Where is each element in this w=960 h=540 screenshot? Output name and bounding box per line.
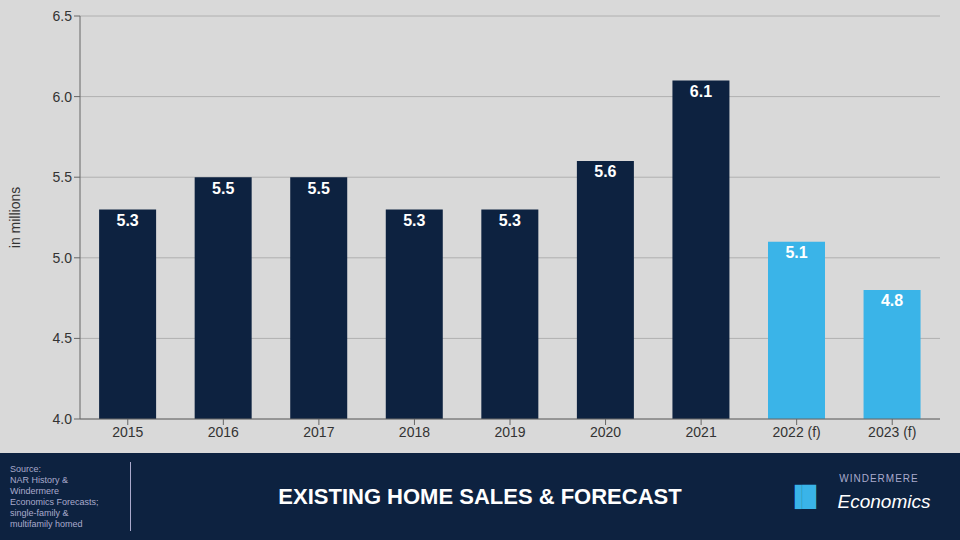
svg-text:5.3: 5.3 bbox=[116, 212, 138, 229]
svg-text:2020: 2020 bbox=[590, 424, 621, 440]
html-text:Economics: Economics bbox=[837, 491, 931, 512]
svg-text:4.8: 4.8 bbox=[881, 292, 903, 309]
svg-text:5.6: 5.6 bbox=[594, 163, 616, 180]
svg-text:6.1: 6.1 bbox=[690, 83, 712, 100]
html-text:WINDERMERE: WINDERMERE bbox=[839, 473, 919, 484]
svg-text:2022 (f): 2022 (f) bbox=[773, 424, 821, 440]
svg-text:6.5: 6.5 bbox=[53, 8, 73, 24]
svg-text:5.1: 5.1 bbox=[785, 244, 807, 261]
svg-text:5.5: 5.5 bbox=[212, 180, 234, 197]
svg-text:2018: 2018 bbox=[399, 424, 430, 440]
svg-text:2015: 2015 bbox=[112, 424, 143, 440]
svg-text:4.0: 4.0 bbox=[53, 411, 73, 427]
svg-text:5.5: 5.5 bbox=[308, 180, 330, 197]
svg-text:in millions: in millions bbox=[8, 187, 23, 248]
svg-text:5.3: 5.3 bbox=[403, 212, 425, 229]
svg-text:2019: 2019 bbox=[494, 424, 525, 440]
html-text:EXISTING HOME SALES & FORECAST: EXISTING HOME SALES & FORECAST bbox=[278, 483, 682, 509]
svg-text:4.5: 4.5 bbox=[53, 330, 73, 346]
svg-text:2017: 2017 bbox=[303, 424, 334, 440]
svg-text:5.5: 5.5 bbox=[53, 169, 73, 185]
svg-text:2016: 2016 bbox=[208, 424, 239, 440]
svg-text:2021: 2021 bbox=[686, 424, 717, 440]
svg-text:6.0: 6.0 bbox=[53, 89, 73, 105]
html-text:Source: NAR History & Winderme: Source: NAR History & Windermere Economi… bbox=[10, 463, 99, 529]
svg-text:5.3: 5.3 bbox=[499, 212, 521, 229]
svg-text:2023 (f): 2023 (f) bbox=[868, 424, 916, 440]
svg-text:5.0: 5.0 bbox=[53, 250, 73, 266]
